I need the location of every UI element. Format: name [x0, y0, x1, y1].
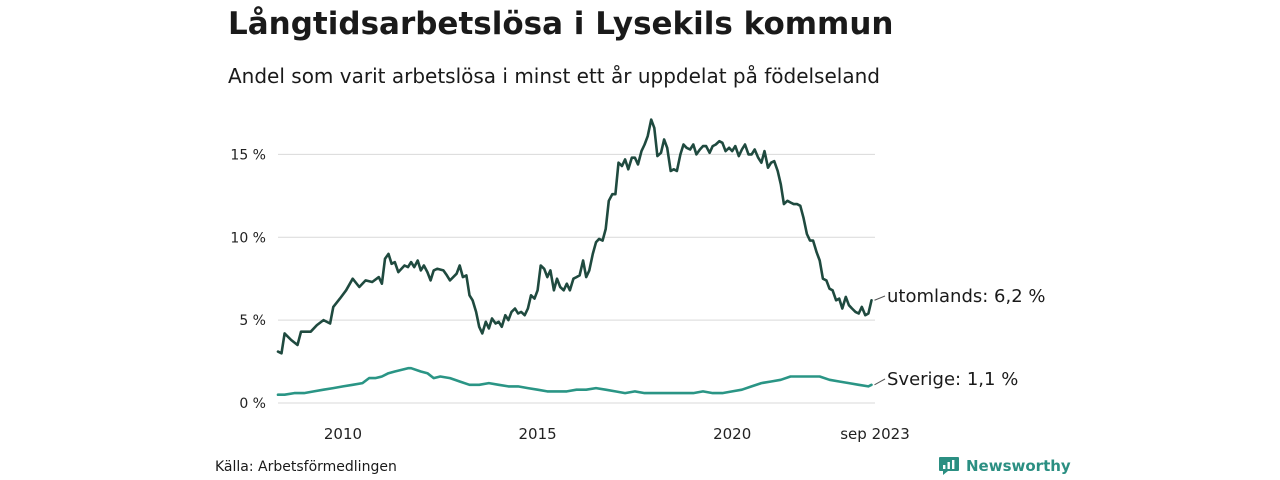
- brand-logo: Newsworthy: [938, 456, 1071, 476]
- source-note: Källa: Arbetsförmedlingen: [215, 459, 397, 475]
- x-axis-ticks: 2010 2015 2020 sep 2023: [324, 425, 910, 443]
- y-tick-label: 0 %: [239, 396, 266, 412]
- y-axis-ticks: 0 % 5 % 10 % 15 %: [230, 147, 266, 412]
- y-tick-label: 5 %: [239, 313, 266, 329]
- x-tick-label: sep 2023: [840, 425, 910, 443]
- y-tick-label: 15 %: [230, 147, 266, 163]
- end-label-leader: [874, 378, 886, 386]
- series-line-sverige: [276, 366, 873, 396]
- x-tick-label: 2010: [324, 425, 362, 443]
- x-tick-label: 2015: [518, 425, 556, 443]
- end-label-utomlands: utomlands: 6,2 %: [887, 286, 1046, 307]
- series-lines: [276, 118, 873, 396]
- series-line-utomlands: [276, 118, 873, 355]
- brand-name: Newsworthy: [966, 457, 1071, 475]
- end-label-leader: [874, 295, 886, 301]
- chart-title: Långtidsarbetslösa i Lysekils kommun: [228, 6, 894, 42]
- x-tick-label: 2020: [713, 425, 751, 443]
- gridlines: [278, 153, 875, 404]
- chart-subtitle: Andel som varit arbetslösa i minst ett å…: [228, 64, 880, 88]
- end-label-sverige: Sverige: 1,1 %: [887, 369, 1018, 390]
- series-end-labels: utomlands: 6,2 % Sverige: 1,1 %: [874, 286, 1046, 390]
- y-tick-label: 10 %: [230, 230, 266, 246]
- newsworthy-logo-icon: [939, 457, 959, 475]
